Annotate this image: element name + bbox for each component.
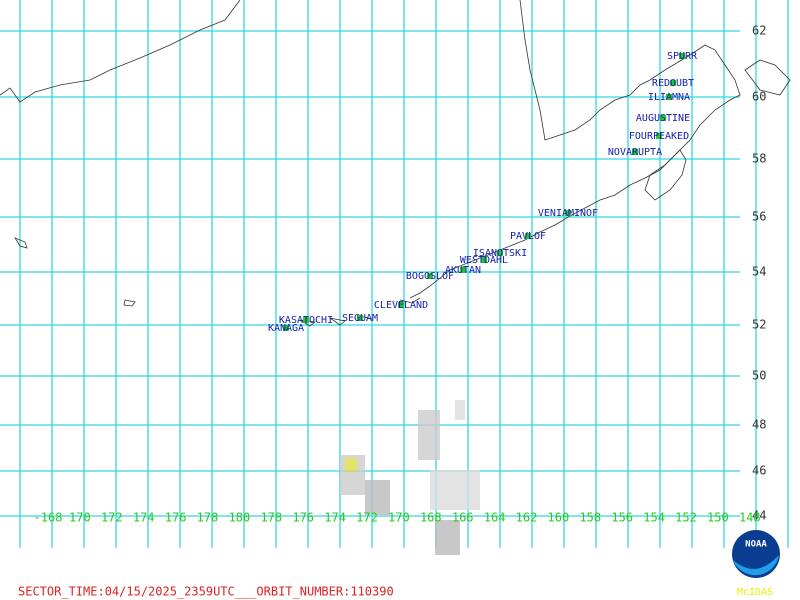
latitude-label: 48 xyxy=(752,418,766,432)
volcano-label: SEGUAM xyxy=(342,313,378,324)
volcano-label: WESTDAHL xyxy=(460,255,508,266)
cloud-imagery xyxy=(340,400,480,555)
longitude-label: 170 xyxy=(388,511,410,525)
volcano-marker xyxy=(565,210,571,216)
longitude-label: 166 xyxy=(452,511,474,525)
volcano-label: NOVARUPTA xyxy=(608,147,662,158)
volcano-label: SPURR xyxy=(667,51,698,62)
cloud xyxy=(345,458,357,472)
volcano-label: VENIAMINOF xyxy=(538,208,598,219)
longitude-label: 152 xyxy=(675,511,697,525)
longitude-label: 150 xyxy=(707,511,729,525)
longitude-label: 180 xyxy=(229,511,251,525)
volcano-marker xyxy=(398,302,404,308)
latitude-label: 54 xyxy=(752,265,766,279)
longitude-label: 156 xyxy=(611,511,633,525)
footer: SECTOR_TIME:04/15/2025_2359UTC___ORBIT_N… xyxy=(18,585,394,599)
longitude-label: 164 xyxy=(484,511,506,525)
volcano-label: PAVLOF xyxy=(510,231,546,242)
latitude-label: 56 xyxy=(752,210,766,224)
longitude-label: 178 xyxy=(197,511,219,525)
volcano-label: BOGOSLOF xyxy=(406,271,454,282)
longitude-label: 160 xyxy=(548,511,570,525)
volcano-marker xyxy=(481,257,487,263)
latitude-label: 58 xyxy=(752,152,766,166)
coastlines xyxy=(0,0,791,327)
volcano-marker xyxy=(670,80,676,86)
volcano-marker xyxy=(656,133,662,139)
logo-wave xyxy=(733,555,779,576)
longitude-label: 176 xyxy=(292,511,314,525)
volcano-labels: SPURR REDOUBT ILIAMNA AUGUSTINE FOURPEAKED NO… xyxy=(268,51,698,334)
volcano-marker xyxy=(679,53,685,59)
volcano-marker xyxy=(660,115,666,121)
volcano-marker xyxy=(427,273,433,279)
volcano-marker xyxy=(497,250,503,256)
latitude-label: 44 xyxy=(752,509,766,523)
longitude-label: -168 xyxy=(34,511,63,525)
latitude-label: 52 xyxy=(752,318,766,332)
logo-text: NOAA xyxy=(745,540,767,550)
longitude-label: 168 xyxy=(420,511,442,525)
longitude-label: 172 xyxy=(101,511,123,525)
aleutian-islands xyxy=(14,237,421,327)
longitude-label: 170 xyxy=(69,511,91,525)
volcano-marker xyxy=(357,315,363,321)
longitude-label: 154 xyxy=(643,511,665,525)
longitude-label: 174 xyxy=(133,511,155,525)
longitude-label: 172 xyxy=(356,511,378,525)
volcano-label: AUGUSTINE xyxy=(636,113,690,124)
latitude-label: 60 xyxy=(752,90,766,104)
volcano-label: KANAGA xyxy=(268,323,304,334)
cloud xyxy=(418,410,440,460)
logo-caption: McIDAS xyxy=(737,587,773,598)
volcano-label: KASATOCHI xyxy=(279,315,333,326)
volcano-label: AKUTAN xyxy=(445,265,481,276)
volcano-marker xyxy=(632,149,638,155)
cloud xyxy=(435,520,460,555)
volcano-marker xyxy=(666,94,672,100)
latitude-label: 62 xyxy=(752,24,766,38)
volcano-marker xyxy=(283,325,289,331)
volcano-marker xyxy=(303,317,309,323)
latitude-label: 46 xyxy=(752,464,766,478)
volcano-label: FOURPEAKED xyxy=(629,131,689,142)
noaa-logo: NOAA McIDAS xyxy=(732,530,780,598)
graticule xyxy=(0,0,789,548)
volcano-label: REDOUBT xyxy=(652,78,694,89)
longitude-label: 174 xyxy=(324,511,346,525)
volcano-marker xyxy=(460,267,466,273)
peninsula-south xyxy=(644,59,791,201)
longitude-label: 178 xyxy=(260,511,282,525)
volcano-label: ILIAMNA xyxy=(648,92,690,103)
volcano-marker xyxy=(525,233,531,239)
cloud xyxy=(455,400,465,420)
longitude-label: 176 xyxy=(165,511,187,525)
volcano-label: CLEVELAND xyxy=(374,300,428,311)
latitude-label: 50 xyxy=(752,369,766,383)
longitude-label: 162 xyxy=(516,511,538,525)
volcano-label: ISANOTSKI xyxy=(473,248,527,259)
cloud xyxy=(430,470,480,510)
longitude-label: 148 xyxy=(739,511,761,525)
cloud xyxy=(365,480,390,515)
longitude-label: 158 xyxy=(579,511,601,525)
